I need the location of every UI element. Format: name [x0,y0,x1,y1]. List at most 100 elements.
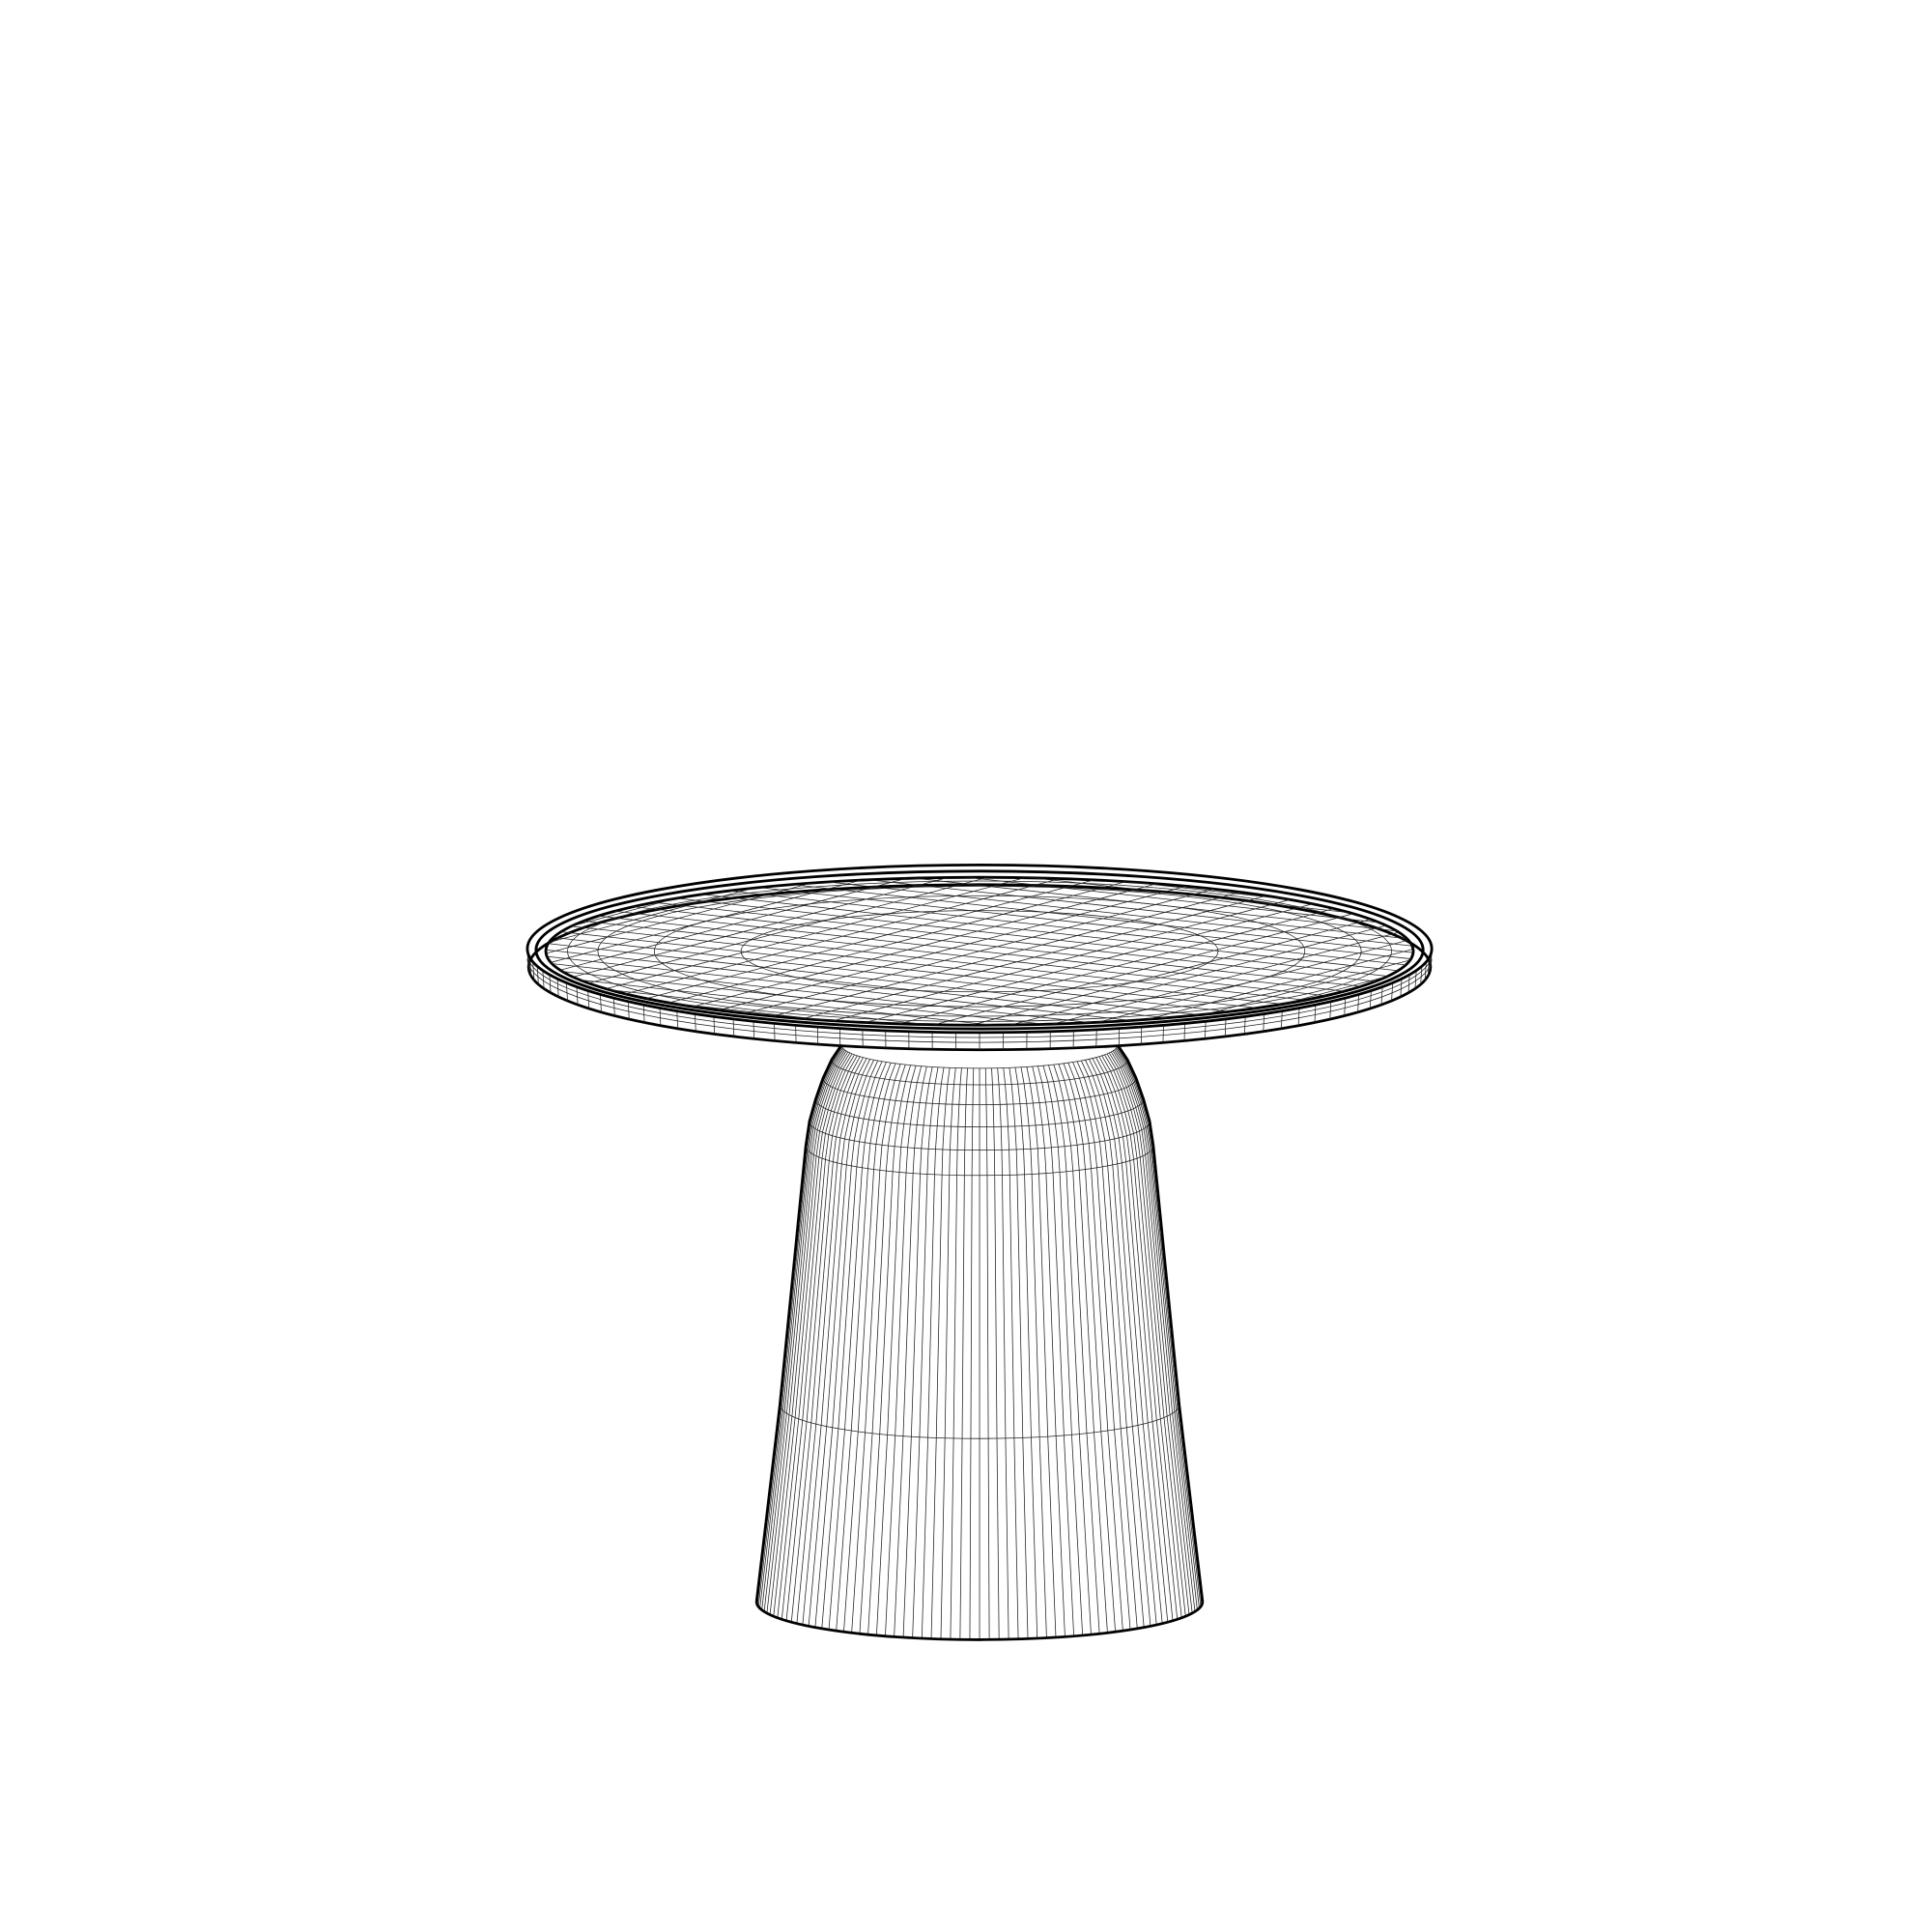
rim-segment [1205,1021,1207,1039]
rim-segment [1344,998,1347,1016]
base-meridian [759,1048,844,1608]
base-ring [780,1405,1180,1439]
rim-segment [695,1013,696,1032]
rim-segment [1329,1001,1332,1020]
base-meridian [959,1067,968,1640]
rim-segment [1369,990,1372,1009]
base-meridian [1037,1065,1074,1636]
base-ring [815,1098,1145,1127]
rim-segment [1183,1023,1185,1041]
rim-segment [565,982,568,1002]
base-meridian [769,1052,851,1615]
base-meridian [796,1058,867,1624]
base-meridian [761,1049,845,1610]
base-meridian [1020,1066,1047,1638]
base-meridian [1042,1065,1084,1636]
base-meridian [1115,1048,1200,1608]
base-bottom [754,1602,1205,1641]
table-base [754,1043,1205,1641]
rim-ring [526,953,1433,1038]
base-meridian [843,1063,896,1633]
rim-segment [1357,994,1360,1012]
base-ring [805,1146,1154,1177]
top-lip [534,869,1425,1031]
base-meridian [894,1065,927,1637]
grid-line [546,947,1317,1026]
base-meridian [1104,1054,1182,1618]
rim-segment [536,966,539,985]
rim-segment [1244,1016,1246,1035]
base-left-edge [754,1043,843,1603]
base-meridian [969,1067,975,1640]
base-meridian [1026,1066,1057,1638]
base-meridian [773,1053,853,1617]
base-meridian [1081,1060,1145,1628]
surface-ring [567,880,1392,1022]
base-ring [809,1121,1151,1151]
grid-line [546,927,1386,1026]
surface-ring [597,885,1362,1017]
rim-segment [549,974,552,993]
base-meridian [1114,1049,1198,1610]
base-meridian [1053,1065,1100,1634]
rim-segment [532,961,535,980]
base-meridian [1110,1051,1193,1614]
base-meridian [1014,1067,1038,1639]
rim-segment [676,1010,679,1029]
base-meridian [836,1063,892,1632]
top-edge [526,864,1434,1035]
base-meridian [921,1067,945,1639]
base-meridian [1108,1052,1190,1615]
grid-line [546,952,1298,1026]
base-meridian [781,1055,858,1620]
rim-segment [1400,979,1403,997]
grid-line [928,890,1414,1026]
base-meridian [912,1066,939,1638]
base-meridian [1101,1055,1179,1620]
base-meridian [902,1066,933,1638]
rim-segment [587,990,590,1009]
base-meridian [1009,1067,1029,1639]
base-meridian [876,1065,917,1636]
base-meridian [1032,1065,1065,1637]
base-meridian [1116,1047,1202,1607]
grid-line [873,884,1414,1026]
rim-segment [612,998,615,1016]
base-meridian [1003,1067,1019,1639]
rim-segment [713,1016,716,1035]
base-meridian [1106,1053,1186,1617]
rim-segment [1420,966,1423,985]
surface-ring [740,910,1219,993]
base-ring [831,1059,1128,1086]
rim-segment [659,1008,662,1026]
base-meridian [940,1067,956,1639]
rim-segment [576,986,579,1006]
rim-segment [542,970,545,989]
base-meridian [1048,1065,1092,1635]
base-meridian [991,1067,1000,1640]
rim-segment [627,1001,630,1020]
base-meridian [867,1065,911,1635]
base-meridian [1058,1064,1108,1634]
rim-segment [1224,1018,1227,1037]
base-meridian [950,1067,962,1640]
base-meridian [851,1064,901,1634]
base-meridian [1076,1061,1138,1630]
base-meridian [814,1060,879,1628]
rim-segment [774,1023,776,1041]
rim-segment [600,994,602,1012]
grid-line [546,932,1369,1026]
rim-segment [1391,982,1394,1002]
base-meridian [997,1067,1009,1640]
rim-segment [529,957,532,977]
rim-segment [642,1005,645,1023]
rim-segment [1427,957,1430,977]
rim-segment [1414,970,1417,989]
base-meridian [1112,1050,1196,1612]
base-meridian [1098,1056,1174,1621]
grid-line [983,896,1414,1026]
base-ring [840,1044,1119,1069]
base-meridian [785,1056,861,1621]
